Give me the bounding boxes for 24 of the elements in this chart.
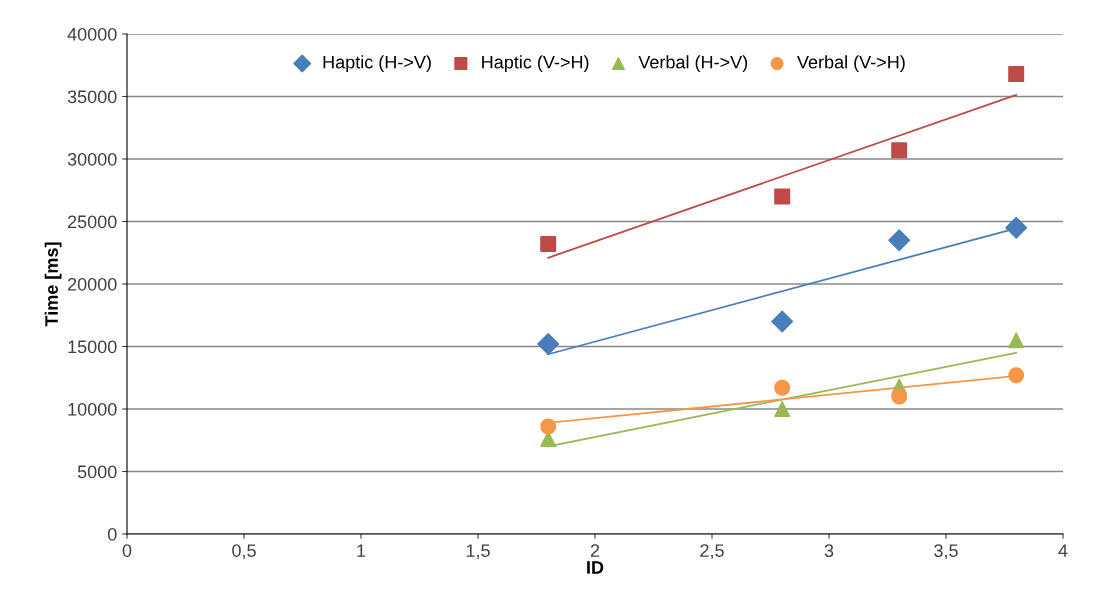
y-tick-label: 20000 (67, 277, 117, 291)
x-tick-label: 2,5 (700, 544, 724, 560)
y-tick-label: 30000 (67, 152, 117, 166)
y-tick-label: 25000 (67, 215, 117, 229)
legend-label: Verbal (H->V) (638, 55, 748, 73)
y-axis-title: Time [ms] (44, 242, 62, 327)
x-tick-label: 1,5 (466, 544, 490, 560)
y-tick-label: 40000 (67, 27, 117, 41)
x-tick-label: 1 (357, 544, 366, 557)
x-tick-label: 3 (824, 544, 834, 557)
y-tick-label: 15000 (68, 340, 117, 354)
x-axis-title: ID (587, 561, 604, 574)
x-tick-label: 0,5 (232, 544, 256, 560)
y-tick-label: 5000 (77, 465, 117, 479)
x-tick-label: 4 (1058, 544, 1068, 557)
legend-label: Haptic (V->H) (482, 55, 589, 73)
y-tick-label: 35000 (67, 90, 117, 104)
x-tick-label: 2 (590, 544, 600, 557)
x-tick-label: 3,5 (934, 544, 958, 560)
y-tick-label: 0 (107, 527, 117, 541)
legend-label: Verbal (V->H) (797, 55, 905, 73)
legend-label: Haptic (H->V) (323, 55, 431, 73)
x-tick-label: 0 (122, 544, 132, 557)
y-tick-label: 10000 (68, 402, 117, 416)
